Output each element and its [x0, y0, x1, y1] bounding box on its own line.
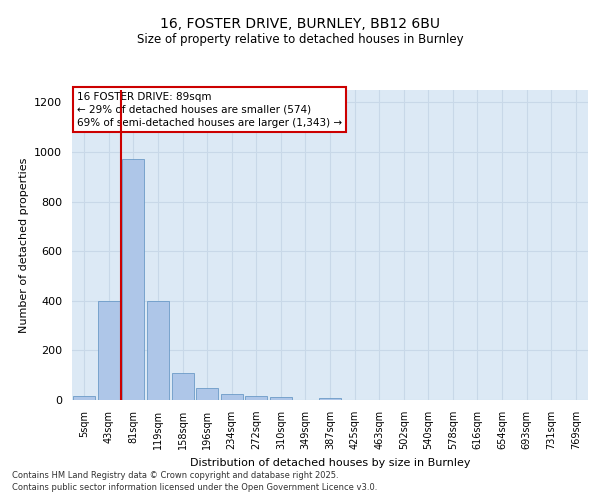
Bar [98, 301, 120, 400]
Text: 16, FOSTER DRIVE, BURNLEY, BB12 6BU: 16, FOSTER DRIVE, BURNLEY, BB12 6BU [160, 18, 440, 32]
Bar [196, 388, 218, 400]
Bar [147, 301, 169, 400]
Bar [122, 160, 145, 400]
Bar [73, 396, 95, 400]
Bar [221, 394, 243, 400]
Bar [245, 396, 268, 400]
Text: Size of property relative to detached houses in Burnley: Size of property relative to detached ho… [137, 32, 463, 46]
Text: Contains public sector information licensed under the Open Government Licence v3: Contains public sector information licen… [12, 483, 377, 492]
Bar [270, 397, 292, 400]
X-axis label: Distribution of detached houses by size in Burnley: Distribution of detached houses by size … [190, 458, 470, 468]
Text: 16 FOSTER DRIVE: 89sqm
← 29% of detached houses are smaller (574)
69% of semi-de: 16 FOSTER DRIVE: 89sqm ← 29% of detached… [77, 92, 342, 128]
Bar [319, 398, 341, 400]
Text: Contains HM Land Registry data © Crown copyright and database right 2025.: Contains HM Land Registry data © Crown c… [12, 470, 338, 480]
Bar [172, 372, 194, 400]
Y-axis label: Number of detached properties: Number of detached properties [19, 158, 29, 332]
